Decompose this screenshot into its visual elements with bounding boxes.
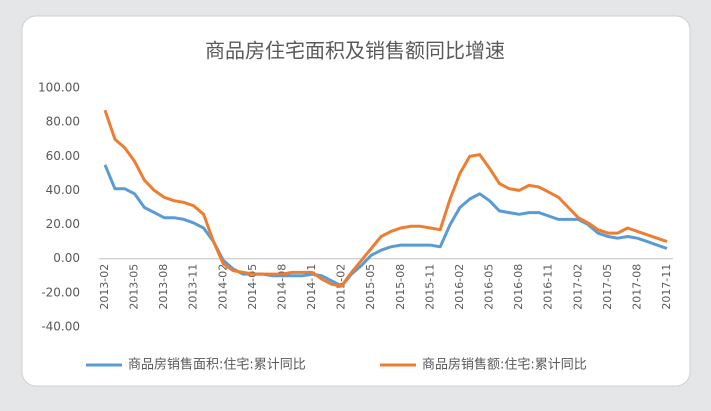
x-tick-label: 2014-05 [246, 264, 259, 310]
x-tick-label: 2017-11 [660, 264, 673, 310]
legend-label: 商品房销售额:住宅:累计同比 [422, 357, 587, 373]
x-tick-label: 2015-11 [423, 264, 436, 310]
x-tick-label: 2015-08 [394, 264, 407, 310]
x-tick-label: 2016-08 [512, 264, 525, 310]
x-tick-label: 2016-02 [453, 264, 466, 310]
y-tick-label: -40.00 [41, 320, 80, 334]
chart-title: 商品房住宅面积及销售额同比增速 [205, 39, 505, 63]
y-tick-label: 100.00 [38, 81, 80, 95]
x-tick-label: 2017-05 [601, 264, 614, 310]
x-tick-label: 2014-08 [275, 264, 288, 310]
x-tick-label: 2013-02 [98, 264, 111, 310]
series-line [103, 164, 668, 288]
x-tick-label: 2014-02 [216, 264, 229, 310]
y-tick-label: 20.00 [46, 217, 80, 231]
x-tick-label: 2016-05 [483, 264, 496, 310]
legend-label: 商品房销售面积:住宅:累计同比 [128, 357, 306, 373]
y-tick-label: 0.00 [53, 251, 80, 265]
x-tick-label: 2015-05 [364, 264, 377, 310]
x-tick-label: 2016-11 [542, 264, 555, 310]
y-tick-label: 80.00 [46, 115, 80, 129]
x-tick-label: 2013-11 [187, 264, 200, 310]
x-tick-label: 2014-11 [305, 264, 318, 310]
y-tick-label: 40.00 [46, 183, 80, 197]
y-tick-label: -20.00 [41, 285, 80, 299]
series-line [103, 109, 668, 288]
x-tick-label: 2013-08 [157, 264, 170, 310]
card [21, 15, 691, 387]
x-tick-label: 2013-05 [128, 264, 141, 310]
y-tick-label: 60.00 [46, 149, 80, 163]
x-tick-label: 2017-08 [630, 264, 643, 310]
x-tick-label: 2017-02 [571, 264, 584, 310]
